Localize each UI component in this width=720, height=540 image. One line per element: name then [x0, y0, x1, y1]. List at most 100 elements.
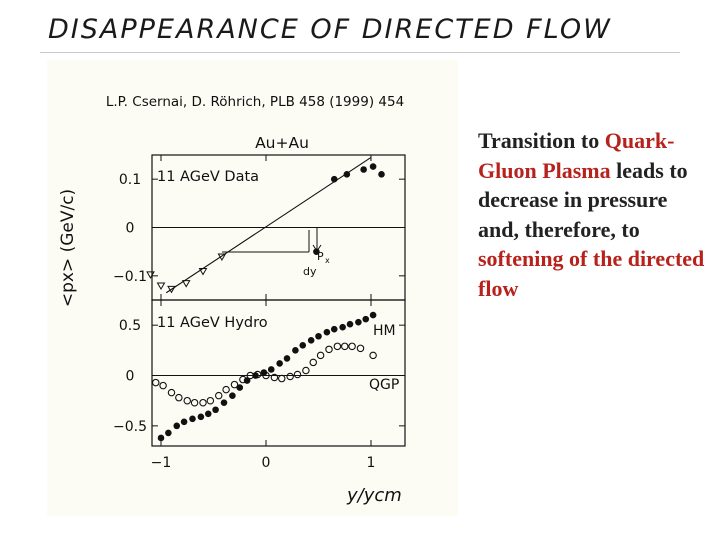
slide-title: DISAPPEARANCE OF DIRECTED FLOW: [48, 14, 612, 45]
bottom-point-filled: [299, 342, 307, 349]
bottom-point-open: [183, 396, 192, 405]
bottom-point-filled: [283, 355, 291, 362]
citation: L.P. Csernai, D. Röhrich, PLB 458 (1999)…: [106, 94, 404, 110]
bottom-point-open: [278, 374, 286, 383]
bottom-point-open: [206, 396, 215, 405]
bottom-y-tick-label: −0.5: [113, 419, 147, 435]
bottom-point-filled: [307, 336, 315, 344]
bottom-point-open: [302, 366, 310, 375]
bottom-point-open: [215, 391, 223, 400]
bottom-point-open: [309, 358, 317, 367]
x-tick-label: 0: [262, 455, 271, 471]
bottom-point-filled: [173, 422, 181, 430]
bottom-point-filled: [330, 325, 338, 333]
bottom-point-open: [239, 375, 247, 384]
hm-label: HM: [373, 323, 396, 339]
bottom-point-open: [340, 342, 349, 351]
bottom-panel-frame: [151, 299, 406, 447]
x-axis-label: y/ycm: [346, 485, 402, 506]
bottom-point-filled: [220, 399, 228, 407]
bottom-point-filled: [189, 415, 196, 423]
bottom-point-open: [369, 351, 377, 360]
top-point-triangle: [146, 271, 155, 279]
top-y-tick-labels: 0.1 0 −0.1: [113, 172, 147, 285]
bottom-point-open: [199, 398, 207, 407]
figure-panel: L.P. Csernai, D. Röhrich, PLB 458 (1999)…: [47, 60, 458, 516]
bottom-point-filled: [180, 418, 188, 426]
bottom-point-filled: [355, 318, 362, 326]
annotation-px: P: [317, 250, 324, 263]
x-tick-label: 1: [367, 455, 376, 471]
bottom-point-filled: [362, 315, 370, 323]
bottom-y-tick-label: 0.5: [119, 318, 141, 334]
bottom-point-filled: [204, 410, 212, 418]
bottom-point-open: [253, 370, 262, 379]
body-text: Transition to Quark-Gluon Plasma leads t…: [478, 126, 708, 303]
title-divider: [40, 52, 680, 53]
x-tick-label: −1: [151, 455, 172, 471]
top-panel-label: 11 AGeV Data: [157, 169, 259, 185]
bottom-panel-label: 11 AGeV Hydro: [157, 315, 268, 331]
bottom-point-filled: [339, 323, 346, 331]
top-point-triangle: [156, 282, 166, 290]
bottom-point-open: [356, 344, 365, 353]
top-point-filled: [369, 163, 377, 170]
qgp-label: QGP: [369, 377, 399, 393]
bottom-point-filled: [346, 320, 354, 328]
system-label: Au+Au: [255, 134, 309, 152]
bottom-point-filled: [323, 328, 331, 336]
slope-annotation: P x dy: [222, 228, 330, 278]
x-tick-labels: −1 0 1: [151, 455, 376, 471]
y-axis-label: <px> (GeV/c): [58, 189, 78, 307]
arrow-head-icon: [312, 244, 322, 252]
body-text-intro: Transition to: [478, 128, 600, 153]
bottom-point-open: [348, 342, 356, 351]
top-y-tick-label: 0.1: [119, 172, 141, 188]
top-point-triangle: [181, 280, 191, 288]
top-point-filled: [360, 166, 367, 173]
bottom-point-filled: [229, 392, 236, 399]
bottom-panel-marks: [152, 311, 377, 442]
bottom-point-filled: [165, 429, 172, 437]
annotation-dy: dy: [303, 265, 317, 278]
bottom-point-open: [286, 372, 294, 381]
bottom-point-filled: [157, 434, 165, 442]
body-text-middle: leads to decrease in pressure and, there…: [478, 157, 688, 242]
bottom-point-open: [152, 378, 160, 387]
bottom-point-open: [262, 371, 270, 380]
bottom-point-open: [175, 393, 183, 402]
bottom-point-open: [230, 380, 239, 389]
bottom-point-open: [333, 342, 342, 351]
top-point-triangle: [198, 268, 208, 276]
bottom-y-tick-label: 0: [126, 369, 135, 385]
top-point-filled: [343, 171, 351, 178]
bottom-point-filled: [276, 360, 283, 367]
bottom-point-open: [246, 371, 255, 380]
bottom-point-filled: [267, 366, 275, 373]
top-point-triangle: [167, 285, 176, 294]
body-text-highlight-qgp: Quark-Gluon Plasma: [478, 128, 675, 183]
bottom-point-filled: [197, 413, 205, 421]
plot-frames: [151, 154, 406, 447]
bottom-point-filled: [315, 332, 322, 340]
bottom-point-open: [325, 345, 333, 354]
annotation-px-sub: x: [325, 256, 330, 265]
bottom-point-open: [190, 398, 199, 407]
bottom-y-tick-labels: 0.5 0 −0.5: [113, 318, 147, 435]
bottom-point-filled: [369, 311, 377, 319]
top-y-tick-label: 0: [126, 221, 135, 237]
bottom-point-open: [270, 373, 279, 382]
top-y-tick-label: −0.1: [113, 269, 147, 285]
directed-flow-figure: L.P. Csernai, D. Röhrich, PLB 458 (1999)…: [58, 94, 406, 506]
body-text-highlight-softening: softening of the directed flow: [478, 246, 705, 301]
top-point-triangle: [217, 253, 227, 261]
top-point-filled: [378, 171, 385, 178]
bottom-point-open: [316, 351, 325, 360]
bottom-point-filled: [212, 406, 219, 414]
bottom-point-open: [222, 385, 230, 394]
bottom-point-filled: [292, 347, 299, 354]
bottom-point-open: [159, 381, 167, 390]
bottom-point-open: [167, 388, 176, 397]
bottom-point-open: [293, 370, 302, 379]
bottom-point-filled: [236, 384, 244, 391]
